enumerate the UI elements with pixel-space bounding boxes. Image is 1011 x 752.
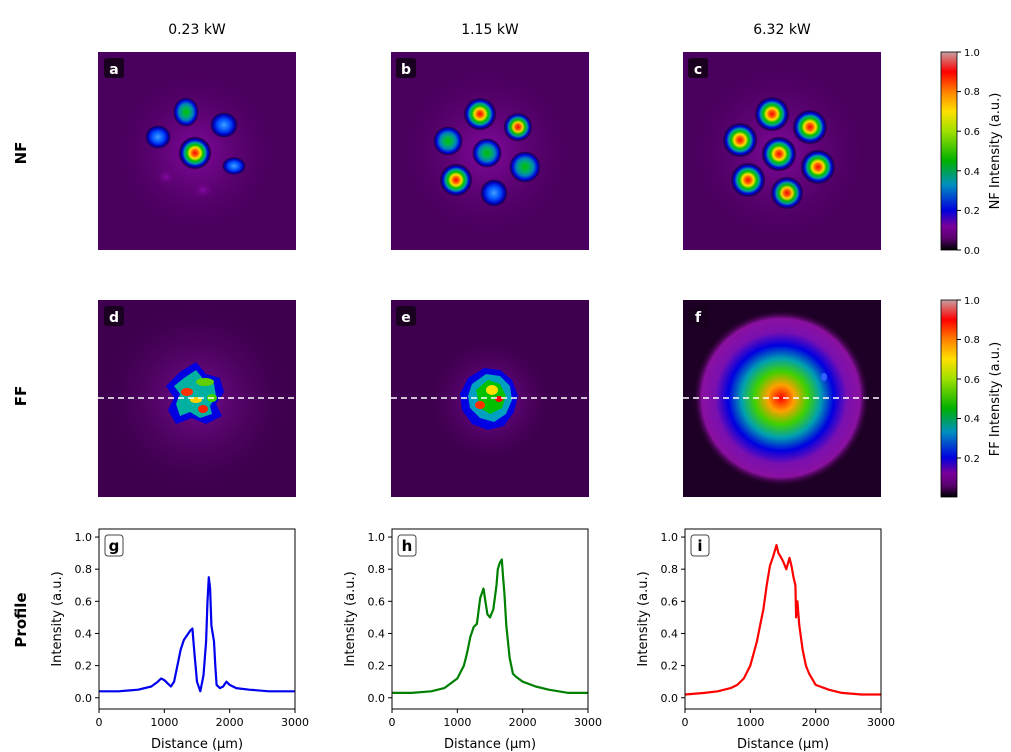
panel-label-d: d <box>109 310 119 326</box>
colorbar-ff-ticks: 0.2 0.4 0.6 0.8 1.0 <box>957 296 980 465</box>
column-title-2: 1.15 kW <box>461 22 519 38</box>
y-tick-label-g-3: 0.6 <box>75 595 93 608</box>
panel-badge-e <box>396 306 416 326</box>
y-tick-label-i-3: 0.6 <box>661 595 679 608</box>
y-tick-label-g-1: 0.2 <box>75 660 93 673</box>
panel-badge-i <box>690 534 710 557</box>
panel-badge-b <box>396 58 416 78</box>
series-line-g <box>99 576 295 693</box>
y-tick-label-g-2: 0.4 <box>75 627 93 640</box>
x-tick-label-i-0: 0 <box>682 716 689 729</box>
x-tick-label-h-3: 3000 <box>574 716 602 729</box>
colorbar-nf-tick-3: 0.6 <box>964 127 980 138</box>
colorbar-nf-tick-2: 0.4 <box>964 167 980 178</box>
y-tick-label-g-4: 0.8 <box>75 563 93 576</box>
colorbar-ff-label: FF Intensity (a.u.) <box>988 342 1003 456</box>
colorbar-nf-tick-0: 0.0 <box>964 246 980 257</box>
panel-label-h: h <box>402 537 413 555</box>
y-tick-label-g-0: 0.0 <box>75 692 93 705</box>
colorbar-ff-tick-3: 0.8 <box>964 335 980 346</box>
x-tick-label-i-3: 3000 <box>867 716 895 729</box>
x-tick-label-g-2: 2000 <box>216 716 244 729</box>
ff-image-d <box>98 300 296 497</box>
row-label-nf: NF <box>12 142 30 165</box>
x-tick-label-g-1: 1000 <box>150 716 178 729</box>
y-tick-label-h-4: 0.8 <box>368 563 386 576</box>
panel-label-i: i <box>697 537 702 555</box>
colorbar-nf-tick-4: 0.8 <box>964 87 980 98</box>
profile-plot-i: 0 1000 2000 3000 0.0 0.2 0.4 0.6 0.8 1.0 i Distance… <box>636 528 895 752</box>
nf-image-a <box>98 52 296 250</box>
x-tick-label-i-2: 2000 <box>802 716 830 729</box>
panel-badge-a <box>104 58 124 78</box>
y-tick-label-h-2: 0.4 <box>368 627 386 640</box>
panel-label-b: b <box>401 62 411 78</box>
colorbar-ff-tick-1: 0.4 <box>964 414 980 425</box>
x-tick-label-h-1: 1000 <box>443 716 471 729</box>
y-tick-label-i-4: 0.8 <box>661 563 679 576</box>
y-tick-label-i-1: 0.2 <box>661 660 679 673</box>
colorbar-nf-tick-5: 1.0 <box>964 48 980 59</box>
colorbar-ff-tick-0: 0.2 <box>964 454 980 465</box>
x-tick-label-g-0: 0 <box>96 716 103 729</box>
y-tick-label-g-5: 1.0 <box>75 531 93 544</box>
y-axis-label-g: Intensity (a.u.) <box>50 571 65 666</box>
ff-image-f <box>683 300 881 497</box>
colorbar-nf-ticks: 0.0 0.2 0.4 0.6 0.8 1.0 <box>957 48 980 257</box>
y-tick-label-h-1: 0.2 <box>368 660 386 673</box>
profile-plot-h: 0 1000 2000 3000 0.0 0.2 0.4 0.6 0.8 1.0 h Distance… <box>343 528 602 752</box>
panel-label-f: f <box>695 310 702 326</box>
colorbar-ff: 0.2 0.4 0.6 0.8 1.0 FF Intensity (a.u.) <box>940 296 1003 498</box>
panel-badge-c <box>688 58 708 78</box>
panel-badge-d <box>104 306 124 326</box>
row-label-profile: Profile <box>12 592 30 647</box>
x-tick-label-h-2: 2000 <box>509 716 537 729</box>
colorbar-nf-label: NF Intensity (a.u.) <box>988 93 1003 210</box>
x-tick-label-g-3: 3000 <box>281 716 309 729</box>
column-title-3: 6.32 kW <box>753 22 811 38</box>
colorbar-nf-tick-1: 0.2 <box>964 206 980 217</box>
profile-plot-g: 0 1000 2000 3000 0.0 0.2 0.4 0.6 0.8 1.0 g Distance… <box>50 528 309 752</box>
y-tick-label-i-5: 1.0 <box>661 531 679 544</box>
y-tick-label-i-0: 0.0 <box>661 692 679 705</box>
plot-frame-i <box>684 528 882 710</box>
colorbar-ff-tick-2: 0.6 <box>964 375 980 386</box>
ff-image-e <box>391 300 589 497</box>
x-tick-label-h-0: 0 <box>389 716 396 729</box>
y-axis-label-i: Intensity (a.u.) <box>636 571 651 666</box>
colorbar-ff-tick-4: 1.0 <box>964 296 980 307</box>
x-axis-label-g: Distance (μm) <box>151 737 243 752</box>
plot-frame-h <box>391 528 589 710</box>
plot-area-i <box>685 529 881 709</box>
colorbar-nf: 0.0 0.2 0.4 0.6 0.8 1.0 NF Intensity (a.… <box>940 48 1003 257</box>
y-tick-label-h-3: 0.6 <box>368 595 386 608</box>
nf-image-b <box>391 52 589 250</box>
y-tick-label-h-0: 0.0 <box>368 692 386 705</box>
x-axis-label-h: Distance (μm) <box>444 737 536 752</box>
plot-area-h <box>392 529 588 709</box>
y-tick-label-i-2: 0.4 <box>661 627 679 640</box>
panel-label-a: a <box>109 62 118 78</box>
plot-frame-g <box>98 528 296 710</box>
series-line-h <box>392 558 588 694</box>
column-title-1: 0.23 kW <box>168 22 226 38</box>
x-tick-label-i-1: 1000 <box>736 716 764 729</box>
panel-badge-h <box>397 534 417 557</box>
panel-badge-g <box>104 534 124 557</box>
row-label-ff: FF <box>12 386 30 407</box>
panel-badge-f <box>688 306 708 326</box>
series-line-i <box>684 544 881 696</box>
panel-label-g: g <box>109 537 120 555</box>
nf-image-c <box>683 52 881 250</box>
y-tick-label-h-5: 1.0 <box>368 531 386 544</box>
panel-label-c: c <box>694 62 702 78</box>
x-axis-label-i: Distance (μm) <box>737 737 829 752</box>
y-axis-label-h: Intensity (a.u.) <box>343 571 358 666</box>
panel-label-e: e <box>401 310 411 326</box>
